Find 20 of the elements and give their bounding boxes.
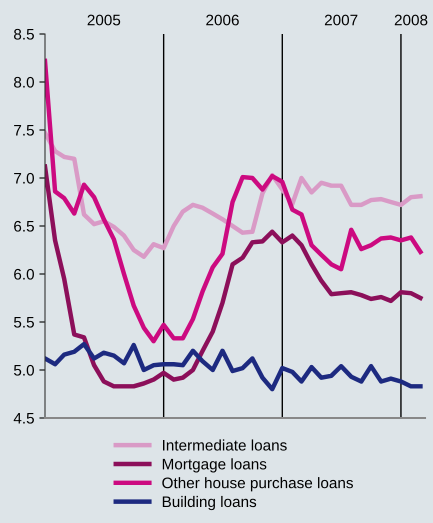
x-tick-label: 2008 bbox=[394, 14, 428, 26]
y-tick-label: 8.0 bbox=[14, 76, 34, 88]
legend-label: Mortgage loans bbox=[162, 458, 266, 472]
y-tick-label: 5.5 bbox=[14, 317, 34, 328]
y-tick-label: 6.5 bbox=[14, 220, 34, 232]
y-tick-label: 7.5 bbox=[14, 125, 34, 136]
y-tick-label: 6.0 bbox=[14, 268, 34, 280]
y-tick-label: 4.5 bbox=[14, 413, 34, 424]
y-tick-label: 5.0 bbox=[14, 364, 34, 376]
line-series bbox=[45, 58, 423, 344]
legend-label: Building loans bbox=[162, 496, 256, 510]
legend-label: Intermediate loans bbox=[162, 439, 287, 451]
legend-label: Other house purchase loans bbox=[162, 477, 353, 492]
y-tick-label: 7.0 bbox=[14, 172, 34, 184]
x-tick-label: 2007 bbox=[324, 14, 358, 26]
x-tick-label: 2005 bbox=[88, 14, 120, 26]
x-tick-label: 2006 bbox=[206, 14, 239, 26]
line-series bbox=[45, 164, 423, 389]
y-tick-label: 8.5 bbox=[14, 28, 34, 40]
line-series bbox=[45, 342, 423, 392]
